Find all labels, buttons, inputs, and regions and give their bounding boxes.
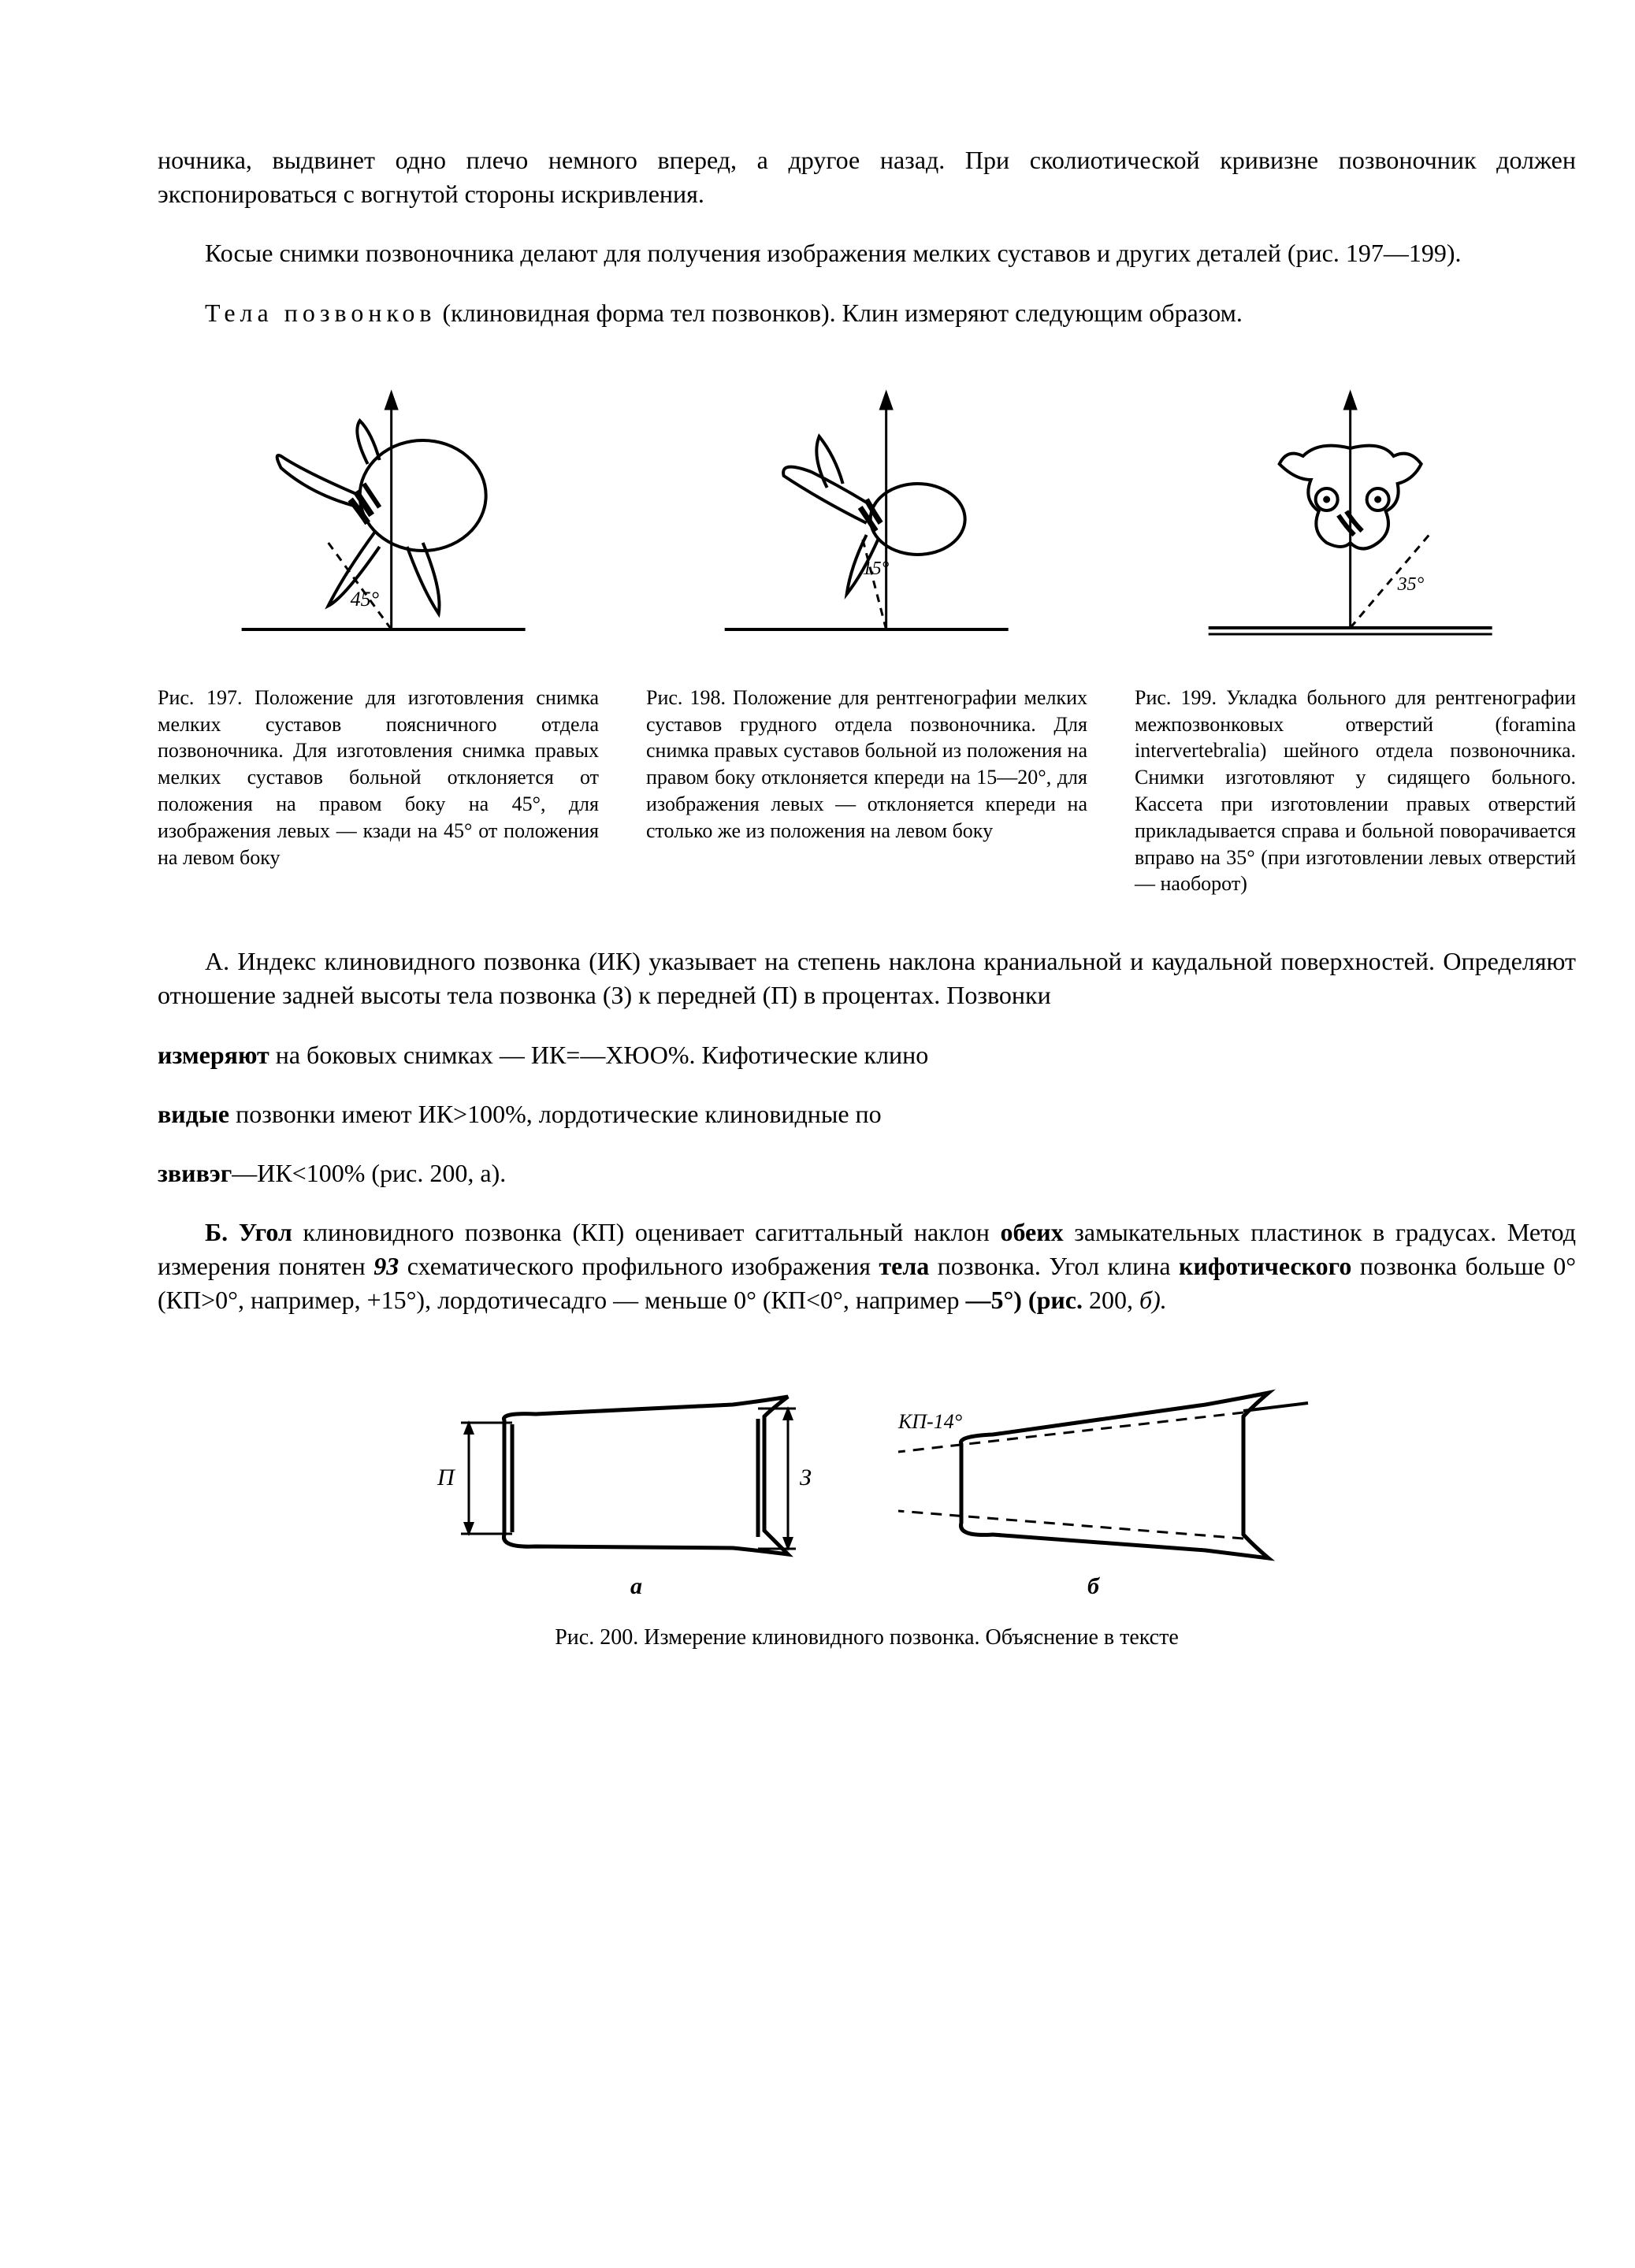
pa2a: измеряют [158, 1041, 269, 1069]
paragraph-3: Тела позвонков (клиновидная форма тел по… [158, 296, 1576, 330]
paragraph-2: Косые снимки позвоночника делают для пол… [158, 236, 1576, 270]
figure-197-svg: 45° [158, 377, 609, 661]
pa3b: позвонки имеют ИК>100%, лордотические кл… [229, 1100, 882, 1128]
fig200-label-KP: КП-14° [897, 1410, 962, 1433]
caption-200: Рис. 200. Измерение клиновидного позвонк… [158, 1625, 1576, 1650]
pb1b: клиновидного позвонка (КП) оценивает саг… [292, 1218, 1001, 1246]
fig200-label-Z: З [800, 1464, 812, 1490]
pa3a: видые [158, 1100, 229, 1128]
fig200-label-P: П [437, 1464, 456, 1490]
figure-200-svg: П З а КП-14° б [394, 1357, 1340, 1609]
figure-197: 45° [158, 377, 609, 661]
paragraph-A4: звивэг—ИК<100% (рис. 200, а). [158, 1156, 1576, 1190]
figure-198: 15° [641, 377, 1092, 661]
paragraph-A: А. Индекс клиновидного позвонка (ИК) ука… [158, 945, 1576, 1012]
figure-198-svg: 15° [641, 377, 1092, 661]
pb1i: кифотического [1179, 1252, 1351, 1280]
pb1f: схематического профильного изображения [399, 1252, 879, 1280]
paragraph-1: ночника, выдвинет одно плечо немного впе… [158, 143, 1576, 211]
pb1e: 93 [373, 1252, 399, 1280]
figure-199: 35° [1124, 377, 1576, 661]
page-container: ночника, выдвинет одно плечо немного впе… [0, 0, 1635, 1751]
paragraph-B: Б. Угол клиновидного позвонка (КП) оцени… [158, 1216, 1576, 1318]
paragraph-A3: видые позвонки имеют ИК>100%, лордотичес… [158, 1097, 1576, 1131]
fig197-angle-label: 45° [351, 588, 379, 611]
pa4a: звивэг [158, 1159, 232, 1187]
pb1g: тела [879, 1252, 929, 1280]
figure-199-svg: 35° [1124, 377, 1576, 661]
pa-1: А. Индекс клиновидного позвонка (ИК) ука… [158, 947, 1576, 1009]
pb1m: 200, [1083, 1286, 1139, 1314]
fig200-label-b: б [1087, 1573, 1100, 1599]
caption-199: Рис. 199. Укладка больного для рентгеног… [1135, 685, 1576, 897]
pb1k: —5°) [965, 1286, 1021, 1314]
figure-200: П З а КП-14° б [158, 1357, 1576, 1609]
pb1n: б). [1139, 1286, 1167, 1314]
fig199-angle-label: 35° [1396, 574, 1424, 595]
pb1l: (рис. [1022, 1286, 1083, 1314]
figure-row-197-199: 45° [158, 377, 1576, 661]
pb1c: обеих [1000, 1218, 1063, 1246]
pb1h: позвонка. Угол клина [929, 1252, 1179, 1280]
caption-row-197-199: Рис. 197. Положение для изготовления сни… [158, 685, 1576, 897]
para3-spaced: Тела позвонков [205, 299, 437, 327]
caption-197: Рис. 197. Положение для изготовления сни… [158, 685, 599, 897]
fig200-label-a: а [630, 1573, 642, 1599]
fig198-angle-label: 15° [863, 559, 890, 579]
caption-198: Рис. 198. Положение для рентгенографии м… [646, 685, 1087, 897]
pa2b: на боковых снимках — ИК=—ХЮО%. Кифотичес… [269, 1041, 929, 1069]
paragraph-A2: измеряют на боковых снимках — ИК=—ХЮО%. … [158, 1038, 1576, 1072]
pa4b: —ИК<100% (рис. 200, а). [232, 1159, 506, 1187]
para3-rest: (клиновидная форма тел позвонков). Клин … [437, 299, 1243, 327]
pb1a: Б. Угол [205, 1218, 292, 1246]
